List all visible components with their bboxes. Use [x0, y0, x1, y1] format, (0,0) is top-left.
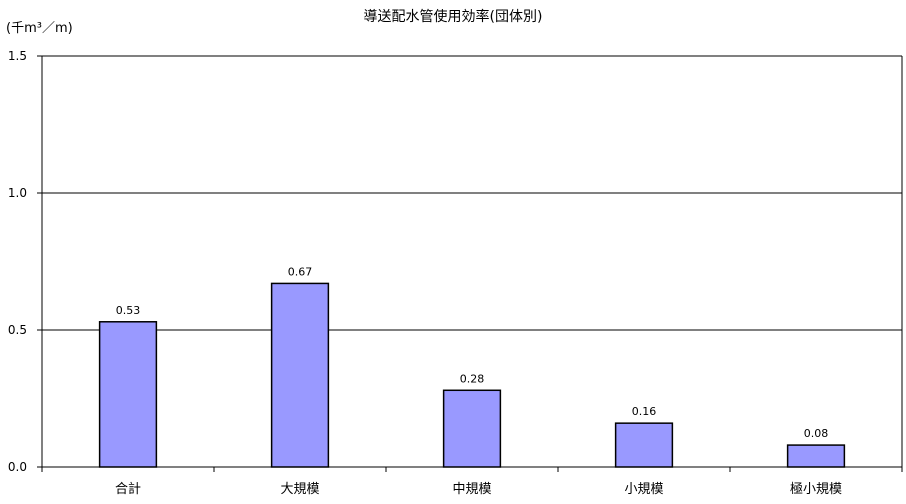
y-tick-label: 1.0	[8, 186, 27, 200]
bar	[614, 422, 674, 468]
data-label: 0.28	[460, 372, 485, 385]
x-tick-label: 中規模	[452, 482, 491, 497]
bar	[270, 282, 330, 468]
y-axis-unit-label: (千m³／m)	[6, 21, 73, 36]
bar	[786, 444, 846, 468]
data-label: 0.08	[804, 427, 829, 440]
x-tick-label: 合計	[115, 481, 141, 497]
x-tick-label: 大規模	[280, 482, 319, 497]
x-tick-label: 極小規模	[790, 481, 842, 497]
gridlines	[42, 55, 902, 331]
bar	[442, 389, 502, 468]
y-tick-label: 1.5	[8, 49, 27, 63]
bars	[98, 282, 846, 468]
chart-title: 導送配水管使用効率(団体別)	[364, 8, 543, 25]
x-tick-label: 小規模	[624, 482, 663, 497]
axes	[37, 55, 903, 472]
y-tick-label: 0.0	[8, 460, 27, 474]
bar	[98, 321, 158, 468]
labels: 0.53 合計 0.67 大規模 0.28 中規模 0.16 小規模 0.08 極小規模 0.0 0.…	[8, 49, 842, 497]
data-label: 0.53	[116, 304, 141, 317]
data-label: 0.16	[632, 405, 657, 418]
y-tick-label: 0.5	[8, 323, 27, 337]
data-label: 0.67	[288, 265, 313, 278]
